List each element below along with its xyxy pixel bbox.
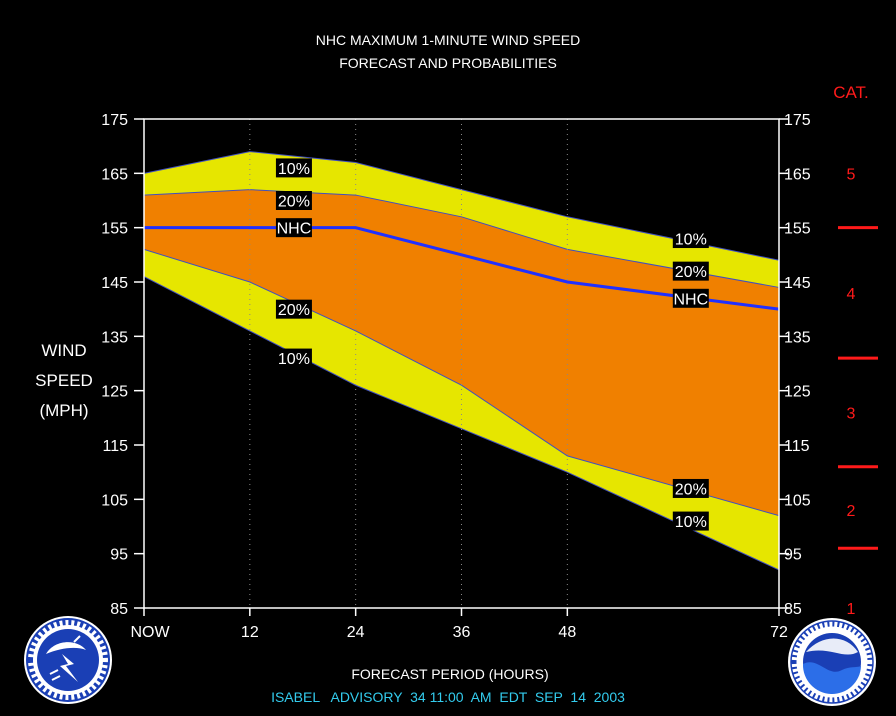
y-tick-label-right: 115: [784, 438, 810, 455]
y-tick-label-left: 165: [101, 166, 128, 183]
y-tick-label-left: 135: [101, 329, 128, 346]
series-label-text: 10%: [675, 232, 707, 249]
probability-boundary-line-1: [143, 189, 780, 288]
x-tick-label: 36: [453, 624, 471, 641]
x-tick-label: NOW: [130, 624, 170, 641]
y-tick-label-right: 125: [784, 384, 811, 401]
probability-boundary-line-2: [143, 248, 780, 517]
series-label-text: 10%: [278, 161, 310, 178]
y-tick-label-right: 165: [784, 166, 811, 183]
series-label-box: [672, 288, 709, 308]
series-label-20pct: 20%: [275, 191, 312, 211]
series-label-text: 20%: [675, 264, 707, 281]
series-label-text: 20%: [278, 194, 310, 211]
category-heading: CAT.: [833, 83, 869, 102]
category-label: 3: [847, 405, 856, 422]
series-label-nhc: NHC: [275, 218, 312, 238]
y-tick-label-right: 85: [784, 601, 802, 618]
nws-seal-icon: [24, 616, 112, 704]
x-axis-label: FORECAST PERIOD (HOURS): [351, 666, 548, 682]
y-tick-label-left: 95: [110, 547, 128, 564]
noaa-seal-icon: [788, 618, 876, 706]
category-label: 5: [847, 166, 856, 183]
series-label-text: 20%: [278, 302, 310, 319]
y-axis-label-line-1: WIND: [41, 341, 86, 360]
series-label-10pct: 10%: [275, 348, 312, 368]
series-label-text: NHC: [673, 291, 708, 308]
series-label-box: [275, 218, 312, 238]
probability-boundary-line-3: [143, 276, 780, 571]
series-label-text: NHC: [277, 221, 312, 238]
chart-subtitle: FORECAST AND PROBABILITIES: [339, 55, 557, 71]
series-label-20pct: 20%: [275, 299, 312, 319]
y-tick-label-left: 155: [101, 221, 128, 238]
y-tick-label-right: 105: [784, 492, 811, 509]
series-label-box: [672, 261, 709, 281]
series-label-box: [672, 229, 709, 249]
x-tick-label: 24: [347, 624, 365, 641]
y-tick-label-right: 95: [784, 547, 802, 564]
series-label-text: 10%: [278, 351, 310, 368]
series-label-box: [672, 478, 709, 498]
x-tick-label: 12: [241, 624, 259, 641]
y-tick-label-right: 145: [784, 275, 811, 292]
series-label-20pct: 20%: [672, 261, 709, 281]
y-tick-label-left: 115: [102, 438, 128, 455]
band-20-percent: [144, 189, 779, 516]
x-tick-label: 72: [770, 624, 788, 641]
y-tick-label-right: 155: [784, 221, 811, 238]
series-label-box: [672, 511, 709, 531]
series-label-box: [275, 191, 312, 210]
y-tick-label-right: 175: [784, 112, 811, 129]
series-label-10pct: 10%: [672, 511, 709, 531]
y-tick-label-left: 105: [101, 492, 128, 509]
category-label: 1: [847, 601, 856, 618]
chart-title: NHC MAXIMUM 1-MINUTE WIND SPEED: [316, 32, 580, 48]
series-label-nhc: NHC: [672, 288, 709, 308]
category-label: 2: [847, 503, 856, 520]
series-label-text: 20%: [675, 481, 707, 498]
y-axis-label-line-3: (MPH): [39, 401, 88, 420]
y-axis-label-line-2: SPEED: [35, 371, 93, 390]
series-label-10pct: 10%: [672, 229, 709, 249]
y-tick-label-left: 85: [110, 601, 128, 618]
y-tick-label-left: 125: [101, 384, 128, 401]
series-label-20pct: 20%: [672, 478, 709, 498]
series-label-10pct: 10%: [275, 158, 312, 178]
series-label-text: 10%: [675, 514, 707, 531]
probability-boundary-line-0: [143, 151, 780, 261]
y-tick-label-left: 175: [101, 112, 128, 129]
y-tick-label-right: 135: [784, 329, 811, 346]
series-label-box: [275, 158, 312, 178]
x-tick-label: 48: [558, 624, 576, 641]
series-label-box: [275, 299, 312, 319]
advisory-footer: ISABEL ADVISORY 34 11:00 AM EDT SEP 14 2…: [271, 689, 625, 705]
nhc-forecast-line: [144, 226, 780, 311]
y-tick-label-left: 145: [101, 275, 128, 292]
category-label: 4: [847, 286, 856, 303]
series-label-box: [275, 348, 312, 368]
